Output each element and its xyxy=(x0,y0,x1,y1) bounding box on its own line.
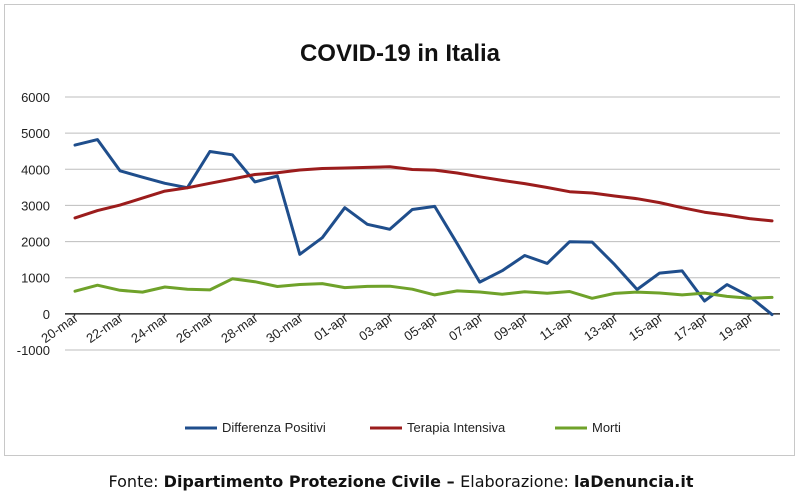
source-credit: Fonte: Dipartimento Protezione Civile – … xyxy=(0,472,802,491)
elaboration-site: laDenuncia.it xyxy=(573,472,694,491)
series-line-3 xyxy=(73,277,774,300)
legend-label: Differenza Positivi xyxy=(222,420,326,435)
x-tick-label: 03-apr xyxy=(356,310,396,344)
legend: Differenza Positivi Terapia Intensiva Mort… xyxy=(185,420,621,435)
x-tick-label: 15-apr xyxy=(626,310,666,344)
x-tick-label: 17-apr xyxy=(671,310,711,344)
x-tick-label: 09-apr xyxy=(491,310,531,344)
y-tick-label: 4000 xyxy=(21,162,50,177)
source-organization: Dipartimento Protezione Civile xyxy=(163,472,442,491)
x-tick-label: 30-mar xyxy=(263,310,306,346)
x-tick-label: 24-mar xyxy=(128,310,171,346)
series-line-1 xyxy=(73,138,774,317)
x-tick-label: 19-apr xyxy=(716,310,756,344)
x-tick-label: 28-mar xyxy=(218,310,261,346)
x-tick-label: 07-apr xyxy=(446,310,486,344)
y-tick-label: 2000 xyxy=(21,235,50,250)
x-tick-label: 05-apr xyxy=(401,310,441,344)
x-tick-label: 22-mar xyxy=(83,310,126,346)
x-tick-label: 26-mar xyxy=(173,310,216,346)
y-tick-label: 5000 xyxy=(21,126,50,141)
source-dash: – xyxy=(441,472,461,491)
y-tick-label: 6000 xyxy=(21,90,50,105)
chart-title: COVID-19 in Italia xyxy=(300,40,501,67)
chart-frame: -1000 0 1000 2000 3000 4000 5000 6000 20-mar 22-… xyxy=(4,4,795,456)
y-tick-label: -1000 xyxy=(17,343,50,358)
x-tick-label: 01-apr xyxy=(311,310,351,344)
series-line-2 xyxy=(73,165,774,223)
x-tick-label: 11-apr xyxy=(537,310,576,344)
x-tick-label: 13-apr xyxy=(581,310,621,344)
legend-label: Terapia Intensiva xyxy=(407,420,506,435)
y-tick-label: 3000 xyxy=(21,198,50,213)
elaboration-label: Elaborazione: xyxy=(460,472,574,491)
y-tick-label: 0 xyxy=(43,307,50,322)
y-tick-label: 1000 xyxy=(21,271,50,286)
legend-label: Morti xyxy=(592,420,621,435)
source-prefix: Fonte: xyxy=(108,472,164,491)
